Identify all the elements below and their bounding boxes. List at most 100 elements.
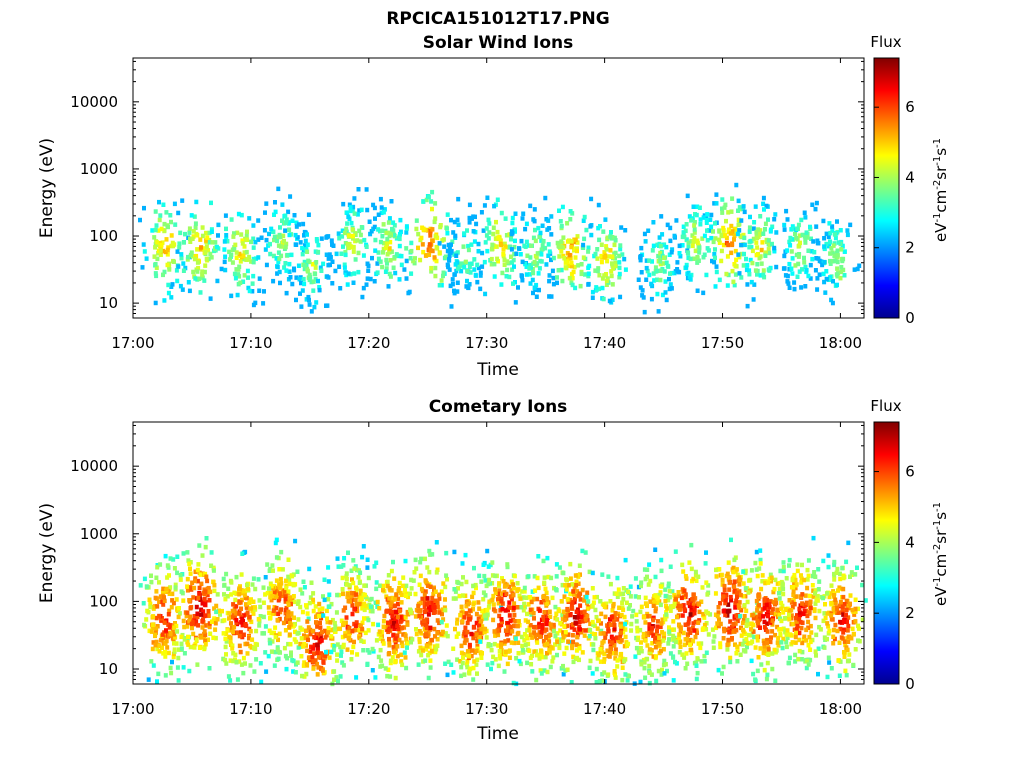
heatmap-cell bbox=[373, 248, 377, 253]
heatmap-cell bbox=[421, 648, 425, 653]
heatmap-cell bbox=[296, 660, 300, 665]
heatmap-cell bbox=[437, 596, 441, 601]
heatmap-cell bbox=[267, 611, 271, 616]
heatmap-cell bbox=[737, 582, 741, 587]
heatmap-cell bbox=[387, 652, 391, 657]
heatmap-cell bbox=[483, 260, 487, 265]
heatmap-cell bbox=[697, 250, 701, 255]
heatmap-cell bbox=[564, 577, 568, 582]
heatmap-cell bbox=[339, 252, 343, 257]
heatmap-cell bbox=[286, 614, 290, 619]
heatmap-cell bbox=[523, 632, 527, 637]
heatmap-cell bbox=[142, 206, 146, 211]
heatmap-cell bbox=[341, 244, 345, 249]
heatmap-cell bbox=[601, 286, 605, 291]
heatmap-cell bbox=[676, 269, 680, 274]
heatmap-cell bbox=[524, 643, 528, 648]
heatmap-cell bbox=[821, 559, 825, 564]
heatmap-cell bbox=[233, 272, 237, 277]
heatmap-cell bbox=[378, 629, 382, 634]
heatmap-cell bbox=[650, 626, 654, 631]
heatmap-cell bbox=[540, 630, 544, 635]
heatmap-cell bbox=[689, 277, 693, 282]
heatmap-cell bbox=[503, 258, 507, 263]
heatmap-cell bbox=[271, 279, 275, 284]
heatmap-cells bbox=[139, 536, 868, 686]
heatmap-cell bbox=[639, 285, 643, 290]
heatmap-cell bbox=[363, 608, 367, 613]
heatmap-cell bbox=[388, 586, 392, 591]
heatmap-cell bbox=[644, 278, 648, 283]
heatmap-cell bbox=[441, 581, 445, 586]
heatmap-cell bbox=[664, 594, 668, 599]
heatmap-cell bbox=[145, 584, 149, 589]
heatmap-cell bbox=[403, 650, 407, 655]
heatmap-cell bbox=[155, 223, 159, 228]
heatmap-cell bbox=[223, 239, 227, 244]
heatmap-cell bbox=[238, 644, 242, 649]
heatmap-cell bbox=[745, 263, 749, 268]
heatmap-cell bbox=[714, 284, 718, 289]
heatmap-cell bbox=[423, 557, 427, 562]
heatmap-cell bbox=[440, 278, 444, 283]
heatmap-cell bbox=[491, 618, 495, 623]
heatmap-cell bbox=[452, 550, 456, 555]
heatmap-cell bbox=[253, 587, 257, 592]
heatmap-cell bbox=[316, 243, 320, 248]
heatmap-cell bbox=[168, 213, 172, 218]
heatmap-cell bbox=[182, 240, 186, 245]
heatmap-cell bbox=[659, 558, 663, 563]
heatmap-cell bbox=[591, 290, 595, 295]
heatmap-cell bbox=[783, 266, 787, 271]
heatmap-cell bbox=[663, 671, 667, 676]
heatmap-cell bbox=[726, 243, 730, 248]
heatmap-cell bbox=[729, 251, 733, 256]
heatmap-cell bbox=[754, 240, 758, 245]
heatmap-cell bbox=[423, 658, 427, 663]
heatmap-cell bbox=[472, 267, 476, 272]
heatmap-cell bbox=[627, 606, 631, 611]
heatmap-cell bbox=[654, 575, 658, 580]
heatmap-cell bbox=[154, 596, 158, 601]
heatmap-cell bbox=[199, 572, 203, 577]
heatmap-cell bbox=[511, 216, 515, 221]
heatmap-cell bbox=[620, 613, 624, 618]
heatmap-cell bbox=[587, 282, 591, 287]
heatmap-cell bbox=[161, 273, 165, 278]
heatmap-cell bbox=[205, 536, 209, 541]
heatmap-cell bbox=[606, 629, 610, 634]
heatmap-cell bbox=[719, 622, 723, 627]
heatmap-cell bbox=[376, 623, 380, 628]
heatmap-cell bbox=[805, 614, 809, 619]
heatmap-cell bbox=[729, 231, 733, 236]
heatmap-cell bbox=[685, 222, 689, 227]
heatmap-cell bbox=[723, 233, 727, 238]
heatmap-cell bbox=[173, 647, 177, 652]
heatmap-cell bbox=[608, 299, 612, 304]
heatmap-cell bbox=[318, 625, 322, 630]
heatmap-cell bbox=[527, 574, 531, 579]
heatmap-cell bbox=[654, 609, 658, 614]
heatmap-cell bbox=[253, 240, 257, 245]
heatmap-cell bbox=[223, 255, 227, 260]
heatmap-cell bbox=[784, 273, 788, 278]
heatmap-cell bbox=[426, 596, 430, 601]
heatmap-cell bbox=[825, 591, 829, 596]
heatmap-cell bbox=[293, 213, 297, 218]
heatmap-cell bbox=[199, 635, 203, 640]
heatmap-cell bbox=[578, 627, 582, 632]
heatmap-cell bbox=[164, 628, 168, 633]
heatmap-cell bbox=[175, 641, 179, 646]
heatmap-cell bbox=[733, 579, 737, 584]
x-tick-label: 17:30 bbox=[465, 334, 508, 352]
heatmap-cell bbox=[555, 653, 559, 658]
heatmap-cell bbox=[409, 640, 413, 645]
heatmap-cell bbox=[446, 263, 450, 268]
heatmap-cell bbox=[362, 238, 366, 243]
heatmap-cell bbox=[715, 621, 719, 626]
heatmap-cell bbox=[734, 599, 738, 604]
heatmap-cell bbox=[851, 627, 855, 632]
heatmap-cell bbox=[533, 286, 537, 291]
y-tick-label: 100 bbox=[89, 227, 118, 245]
heatmap-cell bbox=[832, 243, 836, 248]
